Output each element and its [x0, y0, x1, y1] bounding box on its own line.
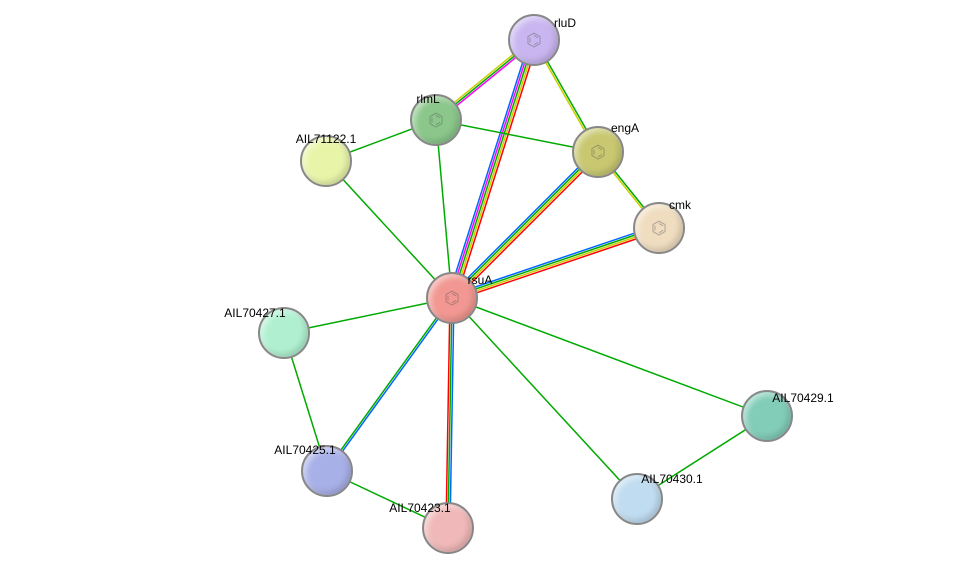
node-rlmL[interactable]: ⌬: [410, 94, 462, 146]
edge: [452, 298, 637, 499]
edge: [453, 231, 660, 301]
edge: [452, 298, 767, 416]
edge: [328, 299, 453, 472]
node-engA[interactable]: ⌬: [572, 126, 624, 178]
node-AIL70425[interactable]: [301, 445, 353, 497]
node-rsuA[interactable]: ⌬: [426, 272, 478, 324]
edge: [326, 161, 452, 298]
node-cmk[interactable]: ⌬: [633, 202, 685, 254]
node-rluD[interactable]: ⌬: [508, 14, 560, 66]
edge: [456, 41, 538, 299]
structure-icon: ⌬: [444, 288, 460, 309]
structure-icon: ⌬: [590, 142, 606, 163]
structure-icon: ⌬: [428, 110, 444, 131]
edge: [451, 225, 658, 295]
node-AIL70430[interactable]: [611, 473, 663, 525]
node-AIL70427[interactable]: [258, 307, 310, 359]
edge: [452, 229, 659, 299]
edge-layer: [0, 0, 975, 576]
structure-icon: ⌬: [651, 218, 667, 239]
edge: [326, 297, 451, 470]
node-AIL71122[interactable]: [300, 135, 352, 187]
node-AIL70423[interactable]: [422, 502, 474, 554]
node-AIL70429[interactable]: [741, 390, 793, 442]
structure-icon: ⌬: [526, 30, 542, 51]
network-graph: ⌬rluD⌬rlmL⌬engAAIL71122.1⌬cmk⌬rsuAAIL704…: [0, 0, 975, 576]
